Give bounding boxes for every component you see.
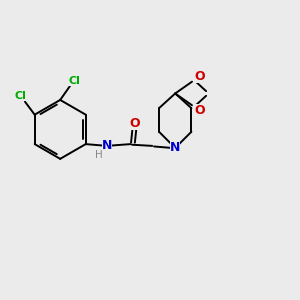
- Text: N: N: [170, 141, 180, 154]
- Text: O: O: [129, 117, 140, 130]
- Text: H: H: [95, 150, 103, 160]
- Text: N: N: [102, 139, 112, 152]
- Text: O: O: [194, 70, 205, 83]
- Text: O: O: [194, 104, 205, 117]
- Text: Cl: Cl: [68, 76, 80, 86]
- Text: Cl: Cl: [15, 92, 26, 101]
